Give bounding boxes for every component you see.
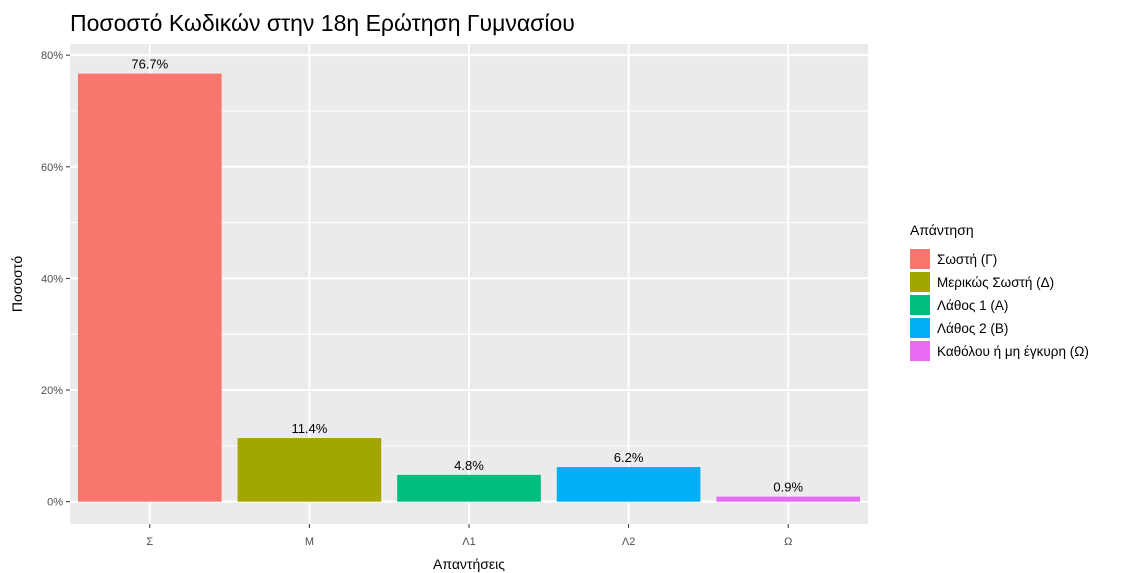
legend-swatch (910, 295, 930, 315)
y-tick-label: 0% (47, 497, 63, 509)
y-tick-label: 40% (41, 273, 63, 285)
legend-label: Λάθος 2 (Β) (937, 321, 1008, 336)
data-labels: 76.7% 11.4% 4.8% 6.2% 0.9% (131, 57, 803, 495)
data-label: 76.7% (131, 57, 168, 72)
data-label: 0.9% (773, 480, 803, 495)
x-tick-label: Σ (146, 536, 153, 548)
y-axis: 0% 20% 40% 60% 80% (41, 50, 70, 509)
legend-title: Απάντηση (910, 222, 974, 238)
legend-label: Λάθος 1 (Α) (937, 298, 1008, 313)
legend-label: Μερικώς Σωστή (Δ) (937, 275, 1054, 290)
data-label: 11.4% (291, 421, 327, 436)
y-axis-title: Ποσοστό (9, 256, 25, 312)
x-tick-label: Μ (305, 536, 314, 548)
y-tick-label: 60% (41, 162, 63, 174)
y-tick-label: 20% (41, 385, 63, 397)
x-axis: Σ Μ Λ1 Λ2 Ω (146, 524, 792, 548)
data-label: 6.2% (614, 450, 644, 465)
data-label: 4.8% (454, 458, 484, 473)
bar (716, 496, 861, 502)
bar (237, 438, 382, 502)
legend: Απάντηση Σωστή (Γ) Μερικώς Σωστή (Δ) Λάθος… (910, 222, 1089, 361)
legend-label: Καθόλου ή μη έγκυρη (Ω) (937, 344, 1089, 359)
y-tick-label: 80% (41, 50, 63, 62)
x-tick-label: Λ2 (622, 536, 635, 548)
legend-swatch (910, 341, 930, 361)
chart-title: Ποσοστό Κωδικών στην 18η Ερώτηση Γυμνασί… (70, 10, 575, 36)
bar (556, 467, 701, 502)
x-axis-title: Απαντήσεις (433, 556, 505, 572)
bar (77, 73, 222, 502)
legend-swatch (910, 249, 930, 269)
legend-swatch (910, 272, 930, 292)
x-tick-label: Ω (784, 536, 792, 548)
x-tick-label: Λ1 (462, 536, 475, 548)
bars (77, 73, 861, 502)
bar (397, 474, 541, 502)
legend-label: Σωστή (Γ) (937, 252, 997, 267)
legend-swatch (910, 318, 930, 338)
